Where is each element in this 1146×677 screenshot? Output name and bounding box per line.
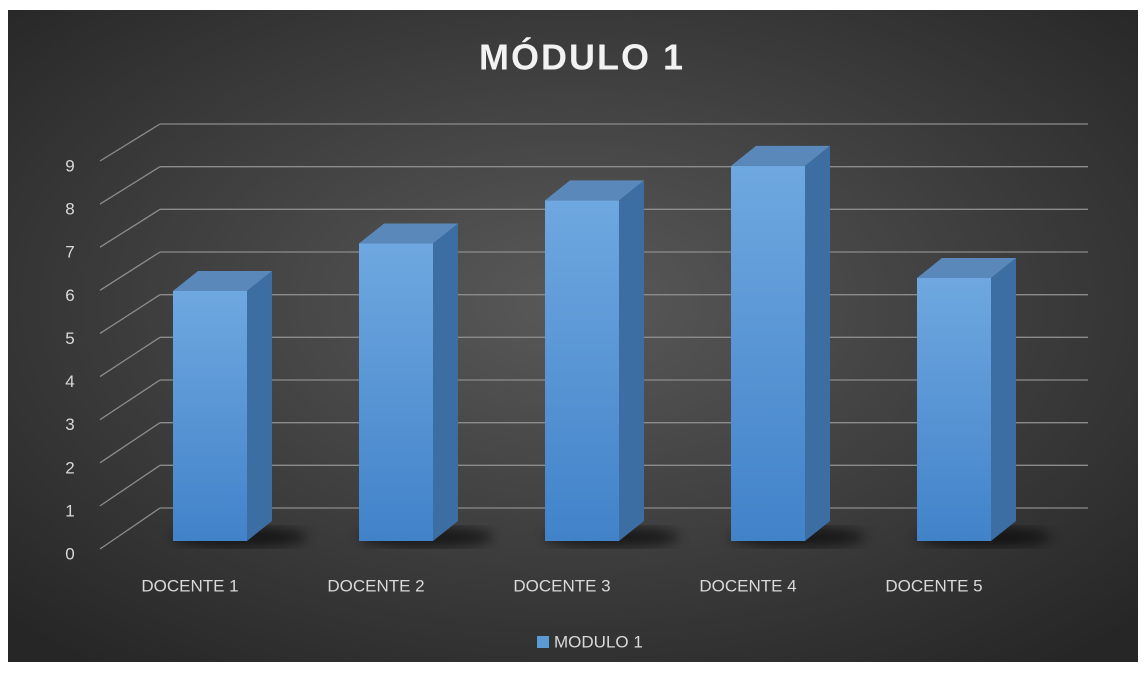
grid-line-depth: [99, 251, 161, 291]
y-tick-label: 1: [65, 501, 74, 520]
y-tick-label: 5: [65, 329, 74, 348]
grid-line-depth: [99, 123, 161, 162]
grid-line-depth: [99, 208, 161, 248]
bar-top: [359, 223, 458, 244]
x-tick-label: DOCENTE 4: [699, 576, 796, 595]
y-tick-label: 8: [65, 200, 74, 219]
x-tick-label: DOCENTE 2: [327, 576, 424, 595]
grid-line-depth: [99, 422, 161, 464]
y-tick-label: 6: [65, 286, 74, 305]
bar-side: [991, 258, 1016, 541]
y-tick-label: 4: [65, 372, 74, 391]
y-tick-label: 3: [65, 415, 74, 434]
grid-line-depth: [99, 336, 161, 378]
bar-side: [247, 270, 272, 541]
x-tick-label: DOCENTE 3: [513, 576, 610, 595]
bar-side: [619, 180, 644, 541]
bar-side: [805, 145, 830, 541]
bar: [173, 290, 247, 541]
bar-side: [433, 223, 458, 542]
y-tick-label: 0: [65, 544, 74, 563]
bar-top: [731, 145, 830, 166]
y-tick-label: 9: [65, 156, 74, 175]
bar-top: [173, 270, 272, 291]
y-tick-label: 2: [65, 458, 74, 477]
grid-line-depth: [99, 294, 161, 334]
grid-line-depth: [99, 464, 161, 507]
bar: [917, 278, 991, 541]
legend-swatch: [537, 636, 549, 648]
x-tick-label: DOCENTE 5: [885, 576, 982, 595]
bar: [359, 243, 433, 542]
x-tick-label: DOCENTE 1: [141, 576, 238, 595]
grid-line-depth: [99, 507, 161, 550]
bar: [731, 165, 805, 541]
y-tick-label: 7: [65, 243, 74, 262]
grid-line-depth: [99, 379, 161, 421]
bar-top: [917, 258, 1016, 279]
bar: [545, 200, 619, 541]
legend-label: MODULO 1: [554, 632, 643, 651]
grid-line-depth: [99, 166, 161, 205]
bar-top: [545, 180, 644, 201]
chart-title: MÓDULO 1: [479, 36, 685, 78]
